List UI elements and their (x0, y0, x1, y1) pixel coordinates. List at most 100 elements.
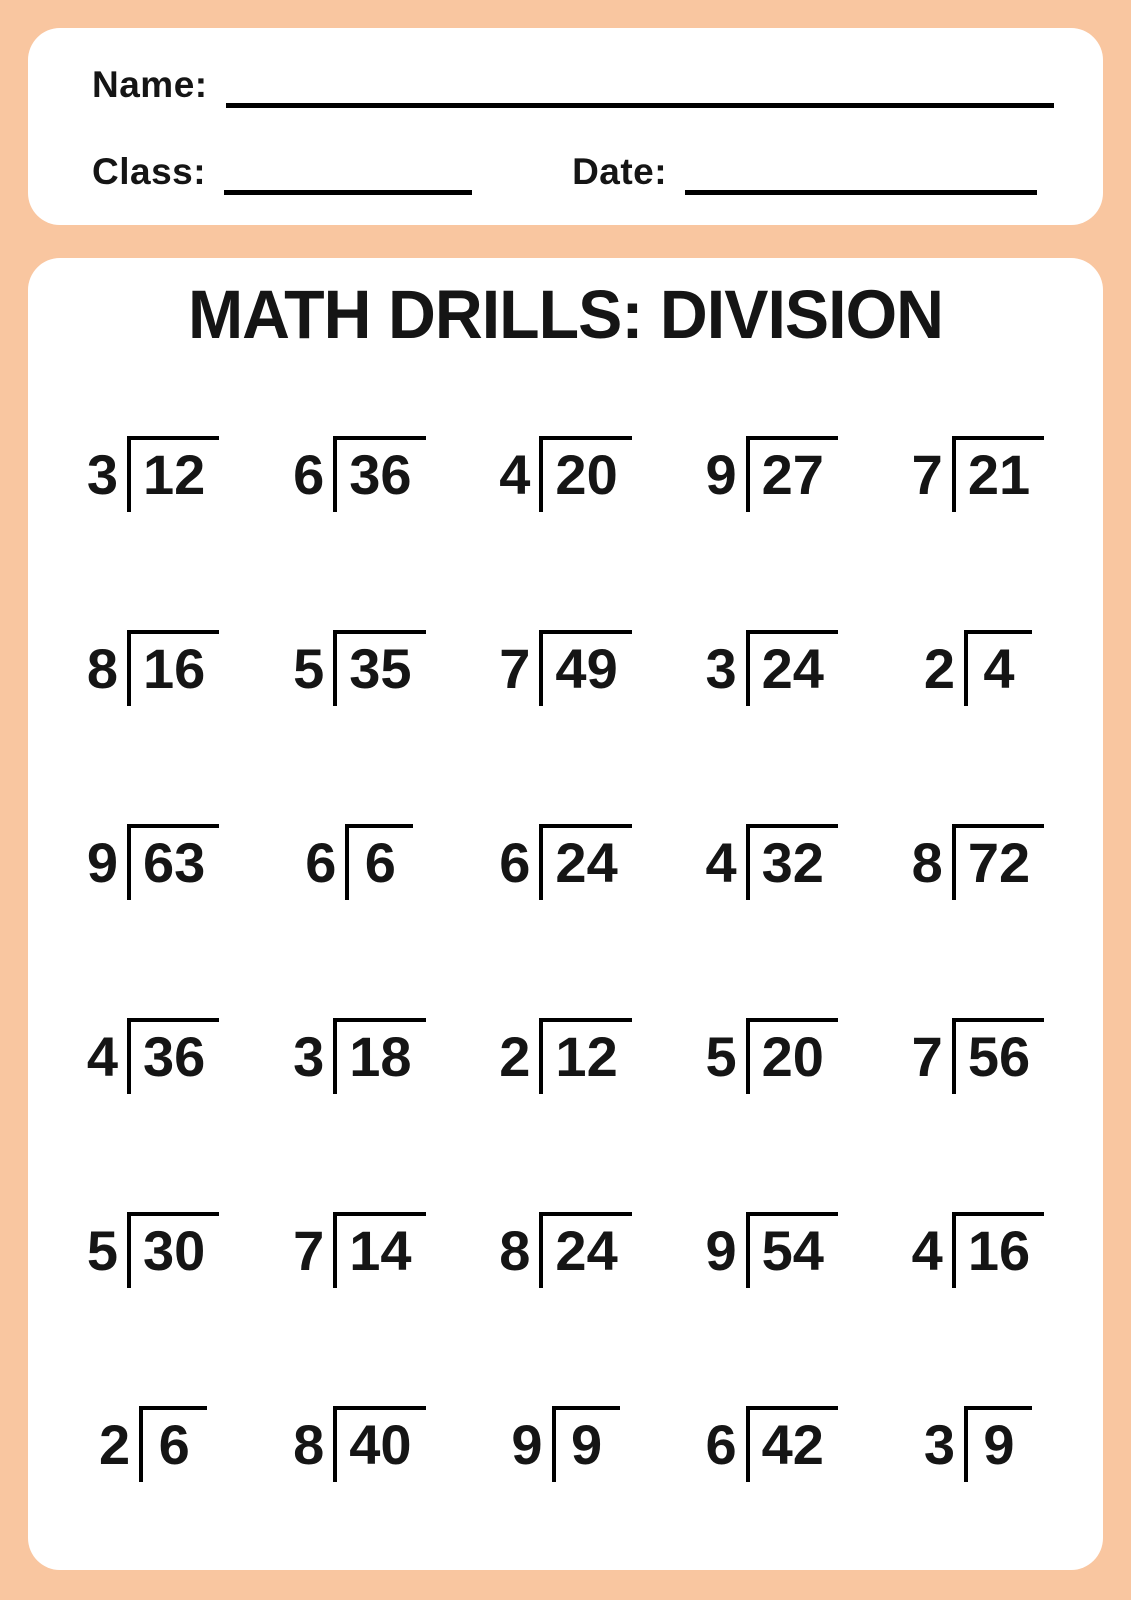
division-problem-9: 3 24 (705, 630, 838, 706)
divisor: 5 (705, 1025, 737, 1088)
dividend: 24 (539, 1212, 632, 1288)
division-problem-27: 8 40 (293, 1406, 426, 1482)
division-problem-22: 7 14 (293, 1212, 426, 1288)
name-field-row: Name: (92, 64, 1065, 108)
division-problem-13: 6 24 (499, 824, 632, 900)
dividend: 20 (745, 1018, 838, 1094)
divisor: 9 (705, 443, 737, 506)
division-problem-25: 4 16 (911, 1212, 1045, 1288)
student-info-panel: Name: Class: Date: (28, 28, 1103, 225)
name-label: Name: (92, 64, 208, 105)
division-problem-23: 8 24 (499, 1212, 632, 1288)
divisor: 6 (705, 1413, 737, 1476)
divisor: 8 (911, 831, 943, 894)
divisor: 9 (511, 1413, 543, 1476)
dividend: 72 (951, 824, 1045, 900)
dividend: 16 (951, 1212, 1045, 1288)
divisor: 3 (86, 443, 119, 506)
dividend: 54 (745, 1212, 838, 1288)
divisor: 6 (499, 831, 531, 894)
dividend: 30 (127, 1212, 220, 1288)
division-problem-18: 2 12 (499, 1018, 632, 1094)
dividend: 24 (745, 630, 838, 706)
dividend: 21 (951, 436, 1045, 512)
class-label: Class: (92, 151, 207, 192)
division-problem-3: 4 20 (499, 436, 632, 512)
divisor: 7 (499, 637, 531, 700)
divisor: 6 (293, 443, 325, 506)
dividend: 12 (127, 436, 220, 512)
division-problem-19: 5 20 (705, 1018, 838, 1094)
divisor: 3 (923, 1413, 955, 1476)
division-problem-29: 6 42 (705, 1406, 838, 1482)
dividend: 12 (539, 1018, 632, 1094)
divisor: 2 (99, 1413, 131, 1476)
dividend: 24 (539, 824, 632, 900)
division-problem-17: 3 18 (293, 1018, 426, 1094)
dividend: 4 (963, 630, 1032, 706)
divisor: 7 (293, 1219, 325, 1282)
dividend: 56 (951, 1018, 1045, 1094)
divisor: 2 (923, 637, 955, 700)
division-problem-1: 3 12 (86, 436, 220, 512)
divisor: 4 (705, 831, 737, 894)
dividend: 18 (333, 1018, 426, 1094)
divisor: 3 (293, 1025, 325, 1088)
divisor: 8 (86, 637, 119, 700)
divisor: 2 (499, 1025, 531, 1088)
division-problem-6: 8 16 (86, 630, 220, 706)
dividend: 14 (333, 1212, 426, 1288)
divisor: 9 (86, 831, 119, 894)
dividend: 32 (745, 824, 838, 900)
worksheet-panel: MATH DRILLS: DIVISION 3 12 6 36 4 20 9 27 7 21 8 16… (28, 258, 1103, 1570)
division-problem-7: 5 35 (293, 630, 426, 706)
class-date-field-row: Class: Date: (92, 151, 1065, 195)
name-write-line (225, 70, 1054, 108)
divisor: 7 (911, 443, 943, 506)
division-problem-21: 5 30 (86, 1212, 220, 1288)
division-problem-4: 9 27 (705, 436, 838, 512)
dividend: 49 (539, 630, 632, 706)
dividend: 35 (333, 630, 426, 706)
dividend: 9 (963, 1406, 1032, 1482)
dividend: 42 (745, 1406, 838, 1482)
divisor: 4 (499, 443, 531, 506)
divisor: 5 (293, 637, 325, 700)
dividend: 27 (745, 436, 838, 512)
divisor: 9 (705, 1219, 737, 1282)
division-problem-24: 9 54 (705, 1212, 838, 1288)
division-problem-15: 8 72 (911, 824, 1045, 900)
division-problem-5: 7 21 (911, 436, 1045, 512)
division-problem-16: 4 36 (86, 1018, 220, 1094)
problems-grid: 3 12 6 36 4 20 9 27 7 21 8 16 5 35 7 49 3 24 2 4 9 63 6 6 6 24 4 32… (50, 377, 1081, 1541)
divisor: 7 (911, 1025, 943, 1088)
divisor: 4 (86, 1025, 119, 1088)
divisor: 6 (305, 831, 337, 894)
divisor: 3 (705, 637, 737, 700)
worksheet-title: MATH DRILLS: DIVISION (187, 276, 944, 353)
division-problem-20: 7 56 (911, 1018, 1045, 1094)
date-write-line (685, 157, 1038, 195)
date-label: Date: (572, 151, 668, 192)
dividend: 6 (139, 1406, 208, 1482)
dividend: 6 (345, 824, 414, 900)
division-problem-8: 7 49 (499, 630, 632, 706)
divisor: 8 (293, 1413, 325, 1476)
divisor: 5 (86, 1219, 119, 1282)
dividend: 63 (127, 824, 220, 900)
dividend: 9 (551, 1406, 620, 1482)
dividend: 20 (539, 436, 632, 512)
dividend: 16 (127, 630, 220, 706)
division-problem-2: 6 36 (293, 436, 426, 512)
dividend: 40 (333, 1406, 426, 1482)
division-problem-11: 9 63 (86, 824, 220, 900)
divisor: 4 (911, 1219, 943, 1282)
dividend: 36 (333, 436, 426, 512)
class-write-line (224, 157, 473, 195)
division-problem-14: 4 32 (705, 824, 838, 900)
